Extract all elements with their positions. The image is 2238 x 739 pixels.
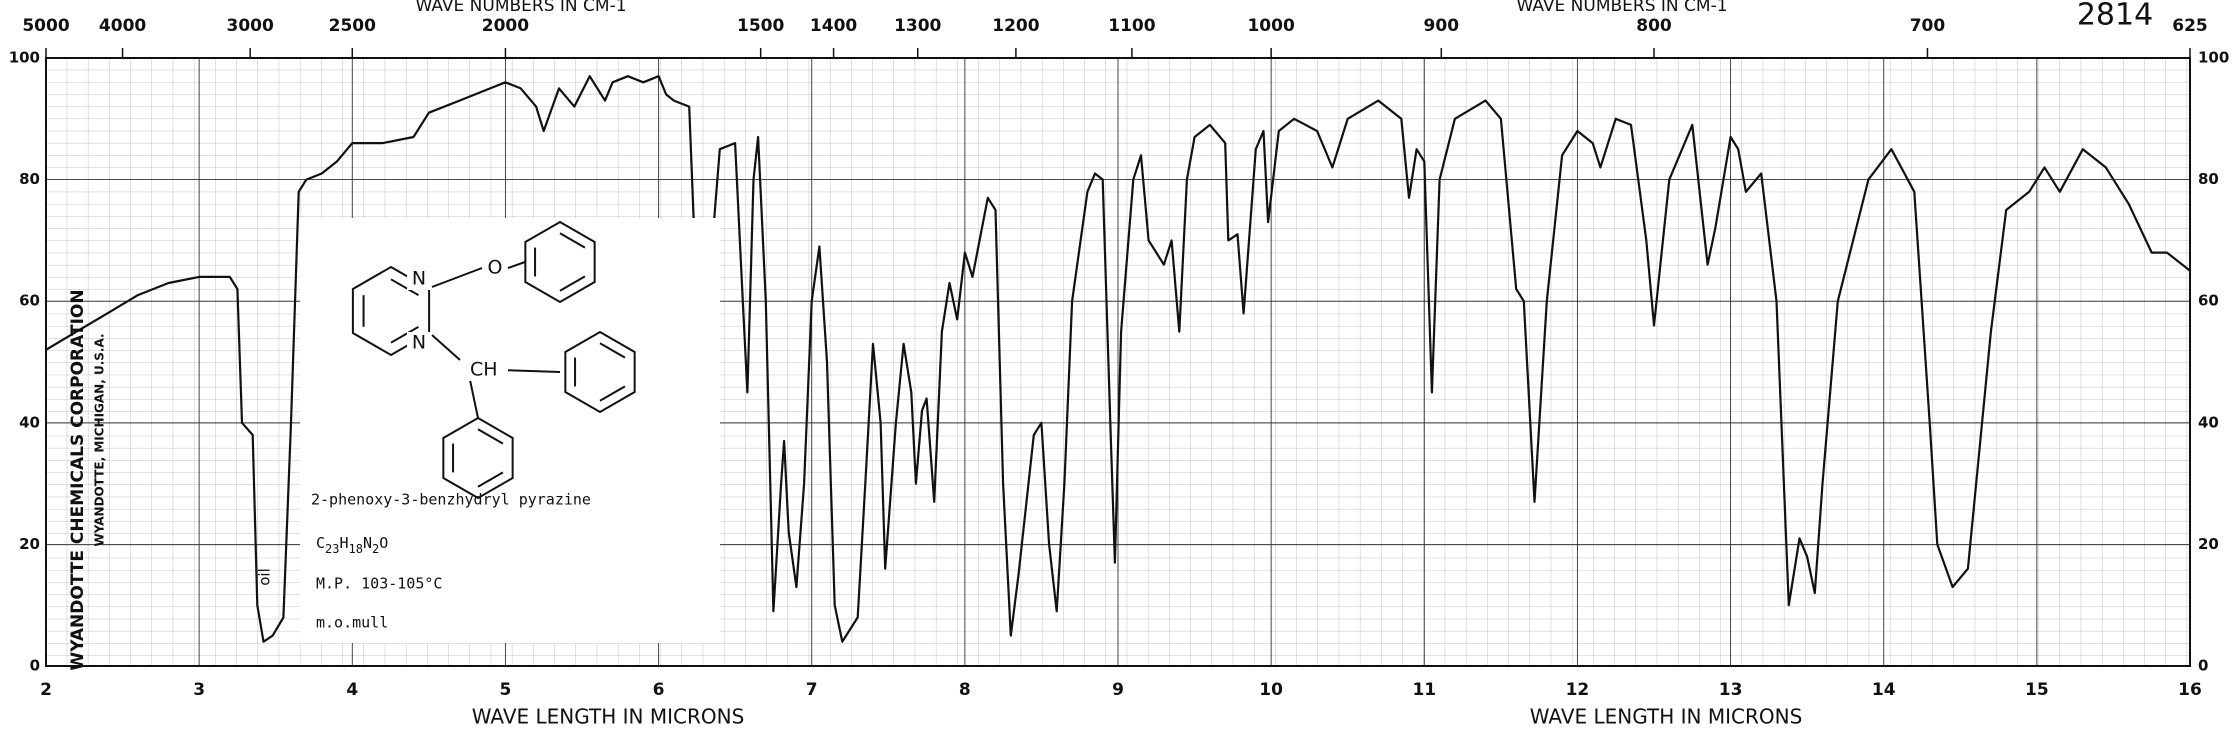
y-tick-label: 0 [30,657,40,675]
method: m.o.mull [316,614,388,632]
x-tick-label: 3 [193,680,205,700]
x2-tick-label: 800 [1636,16,1672,36]
x-axis-label: WAVE LENGTH IN MICRONS [472,705,745,729]
x2-tick-label: 1500 [737,16,784,36]
formula-part: C [316,534,325,552]
atom-background [483,257,507,279]
x2-tick-label: 3000 [227,16,274,36]
compound-name: 2-phenoxy-3-benzhydryl pyrazine [311,491,591,509]
x-tick-label: 7 [806,680,818,700]
x-tick-label: 4 [346,680,358,700]
y-tick-label: 20 [19,535,40,553]
ring-bond [559,275,586,292]
phenyl-ring [442,416,514,500]
x-tick-label: 6 [653,680,665,700]
formula-part: O [379,534,388,552]
compound-inset: 2-phenoxy-3-benzhydryl pyrazine C23H18N2… [300,218,720,643]
atom-background [407,268,431,290]
atom-label: N [412,332,426,354]
x2-tick-label: 2500 [329,16,376,36]
ring-bond [477,471,504,488]
formula-part: N [363,534,372,552]
x-tick-label: 9 [1112,680,1124,700]
y-tick-label: 40 [19,413,40,431]
formula-part: 18 [349,542,363,556]
phenoxy-ring [524,220,596,304]
x2-tick-label: 625 [2172,16,2208,36]
bond [507,261,526,269]
x-tick-label: 8 [959,680,971,700]
bond [499,369,561,373]
company-location: WYANDOTTE, MICHIGAN, U.S.A. [93,333,107,546]
y-tick-label: 100 [9,49,40,67]
x2-tick-label: 4000 [99,16,146,36]
y-tick-label: 0 [2198,657,2208,675]
x-tick-label: 14 [1872,680,1896,700]
chart-number: 2814 [2077,0,2153,33]
bond [431,267,483,288]
company-name: WYANDOTTE CHEMICALS CORPORATION [68,289,88,670]
y-tick-label: 40 [2198,413,2219,431]
ring-bond [599,385,626,402]
ring-bond [559,232,586,249]
x2-tick-label: 1200 [992,16,1039,36]
x2-tick-label: 900 [1424,16,1460,36]
bond [469,379,479,419]
x-tick-label: 10 [1259,680,1283,700]
annotation: oil [256,568,274,586]
y-tick-label: 100 [2198,49,2229,67]
x-tick-label: 2 [40,680,52,700]
inset-background [300,218,720,643]
x2-axis-label: WAVE NUMBERS IN CM-1 [415,0,626,16]
y-tick-label: 80 [2198,170,2219,188]
ring-bond [390,278,419,297]
x2-tick-label: 5000 [22,16,69,36]
formula-part: 2 [372,542,379,556]
spectrum-line [45,75,2191,643]
x2-tick-label: 1400 [810,16,857,36]
y-tick-label: 80 [19,170,40,188]
y-tick-label: 20 [2198,535,2219,553]
ring-bond [477,428,504,445]
x2-tick-label: 1300 [894,16,941,36]
formula-part: 23 [325,542,339,556]
x2-tick-label: 2000 [482,16,529,36]
x-tick-label: 11 [1412,680,1436,700]
formula-part: H [339,534,348,552]
phenyl-ring [564,330,636,414]
x-tick-label: 15 [2025,680,2049,700]
atom-background [407,332,431,354]
y-tick-label: 60 [2198,292,2219,310]
x-tick-label: 16 [2178,680,2202,700]
y-tick-label: 60 [19,292,40,310]
x-tick-label: 13 [1719,680,1743,700]
atom-background [468,359,508,381]
bond [431,334,461,361]
x2-tick-label: 700 [1910,16,1946,36]
atom-label: O [488,257,503,279]
x-axis-label: WAVE LENGTH IN MICRONS [1530,705,1803,729]
x-tick-label: 5 [500,680,512,700]
x2-tick-label: 1000 [1247,16,1294,36]
atom-label: N [412,268,426,290]
compound-formula: C23H18N2O [316,534,388,556]
plot-frame [45,57,2191,667]
melting-point: M.P. 103-105°C [316,575,442,593]
x-tick-label: 12 [1566,680,1590,700]
ring-bond [390,325,419,344]
ring-bond [599,342,626,359]
x2-tick-label: 1100 [1108,16,1155,36]
x2-axis-label: WAVE NUMBERS IN CM-1 [1516,0,1727,16]
atom-label: CH [470,359,498,381]
